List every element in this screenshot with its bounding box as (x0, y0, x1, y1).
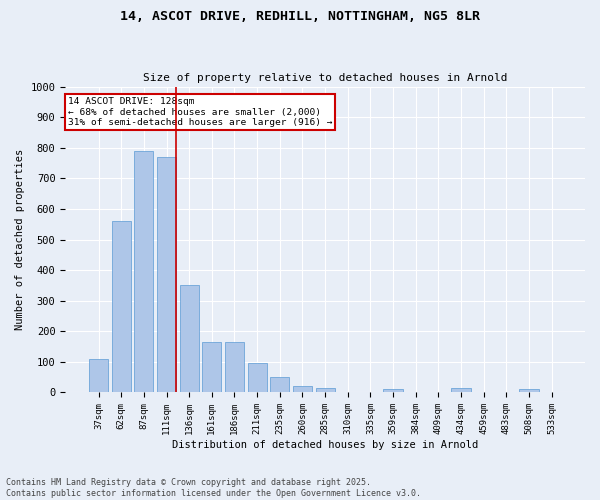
X-axis label: Distribution of detached houses by size in Arnold: Distribution of detached houses by size … (172, 440, 478, 450)
Text: Contains HM Land Registry data © Crown copyright and database right 2025.
Contai: Contains HM Land Registry data © Crown c… (6, 478, 421, 498)
Bar (270, 377, 289, 392)
Bar (134, 151, 154, 392)
Bar (89, 359, 108, 392)
Title: Size of property relative to detached houses in Arnold: Size of property relative to detached ho… (143, 73, 508, 83)
Bar (202, 342, 221, 392)
Bar (112, 221, 131, 392)
Bar (520, 390, 539, 392)
Bar (293, 386, 312, 392)
Bar (225, 342, 244, 392)
Bar (248, 364, 267, 392)
Bar (451, 388, 471, 392)
Bar (179, 286, 199, 393)
Bar (316, 388, 335, 392)
Bar (157, 157, 176, 392)
Y-axis label: Number of detached properties: Number of detached properties (15, 149, 25, 330)
Text: 14, ASCOT DRIVE, REDHILL, NOTTINGHAM, NG5 8LR: 14, ASCOT DRIVE, REDHILL, NOTTINGHAM, NG… (120, 10, 480, 23)
Text: 14 ASCOT DRIVE: 128sqm
← 68% of detached houses are smaller (2,000)
31% of semi-: 14 ASCOT DRIVE: 128sqm ← 68% of detached… (68, 98, 332, 127)
Bar (383, 390, 403, 392)
